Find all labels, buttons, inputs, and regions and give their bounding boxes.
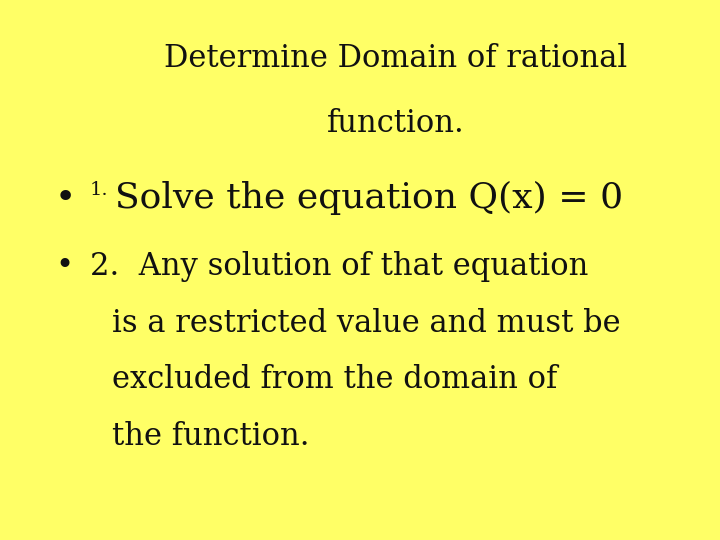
Text: 2.  Any solution of that equation: 2. Any solution of that equation [90,251,588,282]
Text: •: • [55,251,74,282]
Text: 1.: 1. [90,181,109,199]
Text: is a restricted value and must be: is a restricted value and must be [112,308,620,339]
Text: function.: function. [327,108,465,139]
Text: •: • [54,181,76,215]
Text: Solve the equation Q(x) = 0: Solve the equation Q(x) = 0 [115,181,624,215]
Text: excluded from the domain of: excluded from the domain of [112,364,557,395]
Text: Determine Domain of rational: Determine Domain of rational [164,43,628,74]
Text: the function.: the function. [112,421,309,452]
